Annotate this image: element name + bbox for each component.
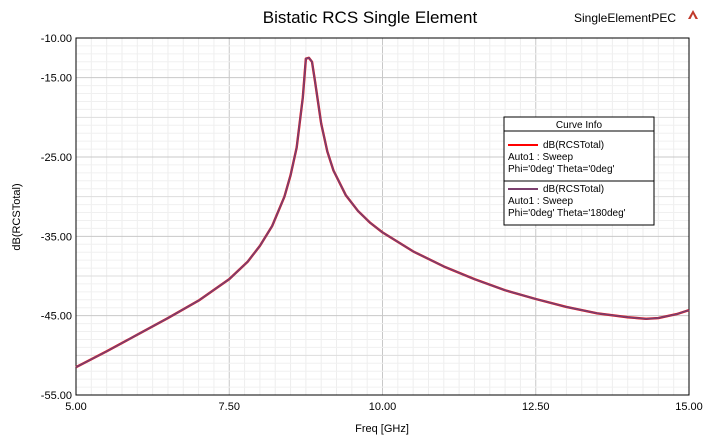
y-tick-label: -35.00 <box>41 231 72 243</box>
legend-entry-sweep: Auto1 : Sweep <box>508 152 573 163</box>
legend-header <box>503 116 655 132</box>
y-axis-label: dB(RCSTotal) <box>11 183 23 250</box>
legend-title: Curve Info <box>556 120 603 131</box>
legend-entry-angles: Phi='0deg' Theta='0deg' <box>508 164 615 175</box>
x-axis-label: Freq [GHz] <box>355 423 409 435</box>
x-tick-label: 10.00 <box>369 401 397 413</box>
series-lines <box>75 56 690 369</box>
project-label: SingleElementPEC <box>574 11 676 25</box>
series-line-1 <box>75 56 690 369</box>
y-tick-label: -25.00 <box>41 152 72 164</box>
x-tick-label: 5.00 <box>65 401 86 413</box>
y-tick-label: -10.00 <box>41 33 72 45</box>
legend-entry-angles: Phi='0deg' Theta='180deg' <box>508 208 626 219</box>
y-tick-label: -45.00 <box>41 311 72 323</box>
x-tick-label: 15.00 <box>675 401 703 413</box>
chart-title: Bistatic RCS Single Element <box>263 8 478 27</box>
curve-info-legend: Curve Info dB(RCSTotal) Auto1 : Sweep Ph… <box>503 116 655 226</box>
y-tick-label: -55.00 <box>41 390 72 402</box>
legend-entry-sweep: Auto1 : Sweep <box>508 196 573 207</box>
axis-ticks: 5.00 7.50 10.00 12.50 15.00 -10.00 -15.00 -25.0… <box>41 33 703 413</box>
legend-frame <box>503 116 655 226</box>
x-tick-label: 12.50 <box>522 401 550 413</box>
legend-entry-name: dB(RCSTotal) <box>543 184 604 195</box>
legend-entry-name: dB(RCSTotal) <box>543 140 604 151</box>
ansys-logo-icon <box>688 10 698 19</box>
y-tick-label: -15.00 <box>41 73 72 85</box>
x-tick-label: 7.50 <box>219 401 240 413</box>
plot-area <box>75 37 690 396</box>
grid <box>75 37 690 396</box>
